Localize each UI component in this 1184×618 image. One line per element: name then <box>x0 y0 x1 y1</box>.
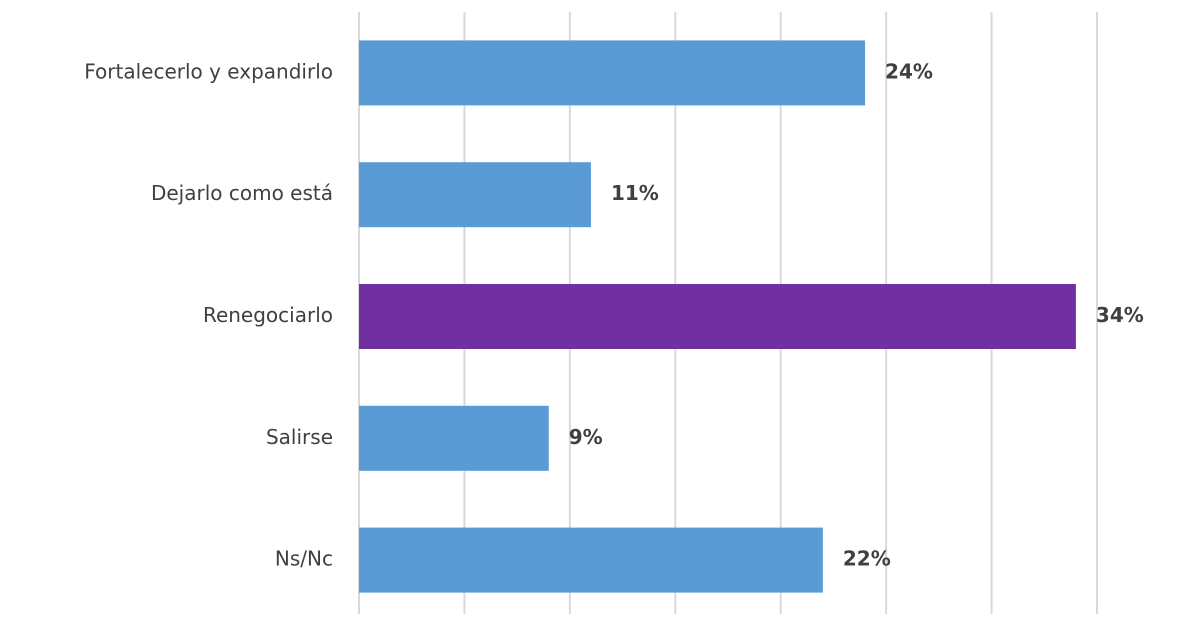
data-label: 34% <box>1096 303 1144 327</box>
bar <box>359 284 1076 349</box>
data-label: 11% <box>611 181 659 205</box>
data-label: 9% <box>569 425 603 449</box>
y-tick-label: Salirse <box>266 425 333 449</box>
y-tick-label: Dejarlo como está <box>151 181 333 205</box>
bar <box>359 527 823 593</box>
bar <box>359 40 866 106</box>
bar <box>359 405 549 471</box>
data-label: 22% <box>843 547 891 571</box>
data-label: 24% <box>885 59 933 83</box>
y-tick-label: Fortalecerlo y expandirlo <box>84 59 333 83</box>
y-tick-label: Renegociarlo <box>203 303 333 327</box>
y-tick-label: Ns/Nc <box>275 547 333 571</box>
bar <box>359 162 591 228</box>
